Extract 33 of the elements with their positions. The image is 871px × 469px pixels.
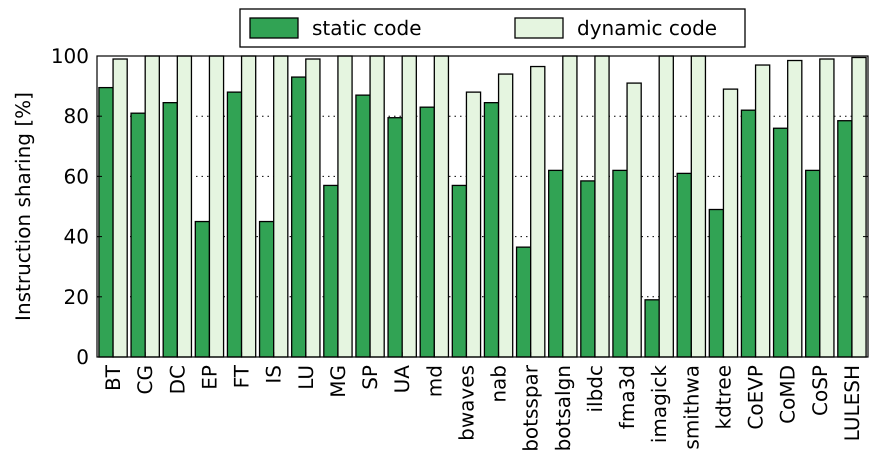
x-tick-label: IS xyxy=(262,365,286,384)
y-tick-label: 0 xyxy=(76,345,89,369)
x-tick-label: md xyxy=(422,365,446,398)
x-tick-label: bwaves xyxy=(454,365,478,441)
y-axis-title: Instruction sharing [%] xyxy=(11,92,35,321)
legend-label: static code xyxy=(312,16,422,40)
x-tick-label: imagick xyxy=(647,364,672,444)
x-tick-label: nab xyxy=(486,365,511,403)
x-tick-label: BT xyxy=(101,364,126,391)
x-tick-label: botsalgn xyxy=(550,365,575,452)
legend-label: dynamic code xyxy=(577,16,718,40)
x-tick-label: LU xyxy=(294,365,318,390)
x-tick-label: ilbdc xyxy=(582,365,607,412)
x-tick-label: kdtree xyxy=(711,365,736,430)
x-tick-label: LULESH xyxy=(840,365,864,442)
x-tick-label: CoMD xyxy=(776,365,800,424)
x-tick-label: botsspar xyxy=(518,364,543,452)
y-tick-label: 60 xyxy=(64,164,89,188)
x-tick-label: CoSP xyxy=(808,365,832,416)
x-tick-label: SP xyxy=(358,365,382,390)
x-tick-label: smithwa xyxy=(679,365,704,450)
x-tick-label: DC xyxy=(165,365,190,394)
y-tick-label: 100 xyxy=(50,44,89,68)
x-tick-label: CoEVP xyxy=(744,365,768,430)
x-tick-label: CG xyxy=(133,365,158,394)
x-tick-label: UA xyxy=(390,364,414,394)
y-tick-label: 40 xyxy=(64,224,89,249)
y-tick-label: 80 xyxy=(64,104,89,128)
x-tick-label: fma3d xyxy=(615,365,640,430)
y-tick-label: 20 xyxy=(64,284,89,309)
x-tick-label: MG xyxy=(326,365,350,398)
x-tick-label: EP xyxy=(197,365,222,390)
x-tick-label: FT xyxy=(230,364,254,388)
